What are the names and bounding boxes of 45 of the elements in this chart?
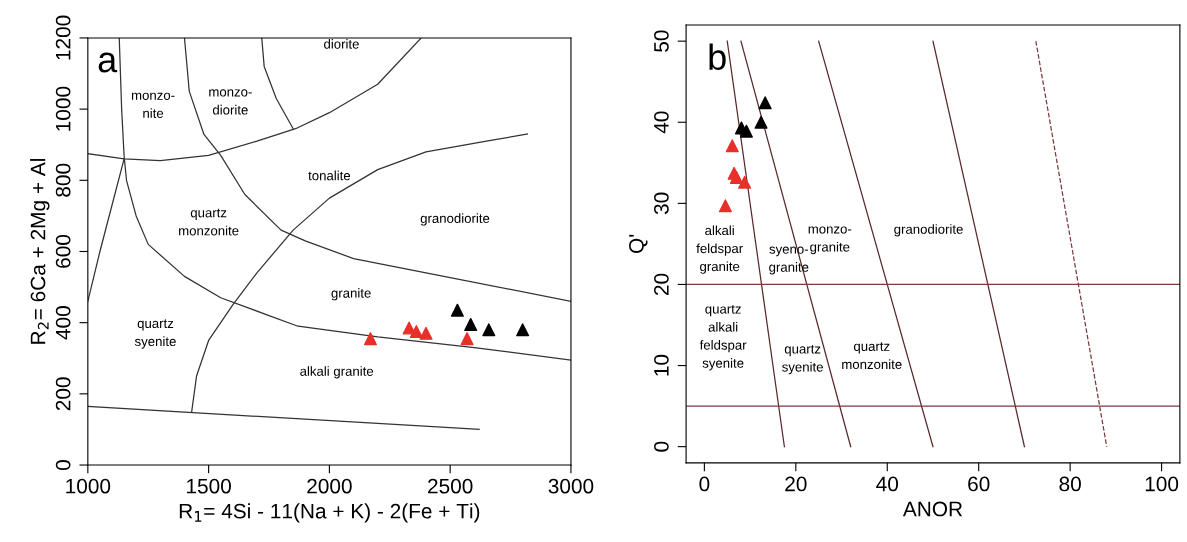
annotation: diorite — [324, 39, 359, 49]
annotation: monzo- nite — [131, 92, 175, 118]
y-tick-label: 400 — [55, 306, 71, 340]
x-tick-label: 60 — [968, 476, 990, 492]
y-tick-label: 600 — [55, 234, 71, 268]
x-axis-title: R$_{1}$= 4Si - 11(Na + K) - 2(Fe + Ti) — [179, 503, 480, 523]
annotation: quartz syenite — [134, 319, 176, 349]
x-tick-label: 40 — [876, 476, 899, 492]
annotation: quartz monzonite — [842, 342, 902, 370]
y-axis-title: R$_{2}$= 6Ca + 2Mg + Al — [30, 159, 50, 344]
annotation: quartz syenite — [782, 344, 823, 375]
y-tick-label: 800 — [55, 163, 71, 197]
x-tick-label: 3000 — [548, 478, 594, 494]
y-tick-label: 30 — [654, 192, 669, 215]
annotation: monzo- granite — [808, 226, 852, 255]
x-tick-label: 1000 — [66, 478, 111, 494]
y-tick-label: 40 — [654, 111, 669, 134]
y-tick-label: 50 — [654, 30, 669, 52]
annotation: granite — [331, 288, 371, 301]
annotation: a — [98, 52, 118, 73]
x-axis-title: ANOR — [902, 501, 963, 517]
annotation: tonalite — [308, 170, 351, 181]
y-axis-title: Q' — [629, 234, 648, 253]
y-tick-label: 20 — [654, 273, 669, 295]
y-tick-label: 1000 — [55, 86, 71, 131]
x-tick-label: 1500 — [187, 478, 231, 494]
annotation: granodiorite — [420, 213, 490, 226]
x-tick-label: 20 — [785, 476, 807, 492]
annotation: alkali granite — [300, 366, 374, 379]
y-tick-label: 200 — [55, 377, 71, 411]
x-tick-label: 2500 — [428, 478, 473, 494]
annotation: quartz alkali feldspar syenite — [699, 305, 747, 371]
annotation: b — [709, 43, 726, 71]
annotation: alkali feldspar granite — [696, 225, 743, 274]
annotation: granodiorite — [894, 224, 963, 237]
annotation: monzo- diorite — [209, 89, 252, 115]
x-tick-label: 80 — [1059, 476, 1081, 492]
x-tick-label: 2000 — [307, 478, 352, 494]
y-tick-label: 0 — [55, 460, 71, 471]
y-tick-label: 10 — [654, 354, 669, 376]
y-tick-label: 0 — [654, 441, 669, 452]
x-tick-label: 0 — [699, 476, 710, 492]
x-tick-label: 100 — [1145, 476, 1179, 492]
annotation: quartz monzonite — [179, 208, 239, 236]
y-tick-label: 1200 — [55, 15, 71, 60]
